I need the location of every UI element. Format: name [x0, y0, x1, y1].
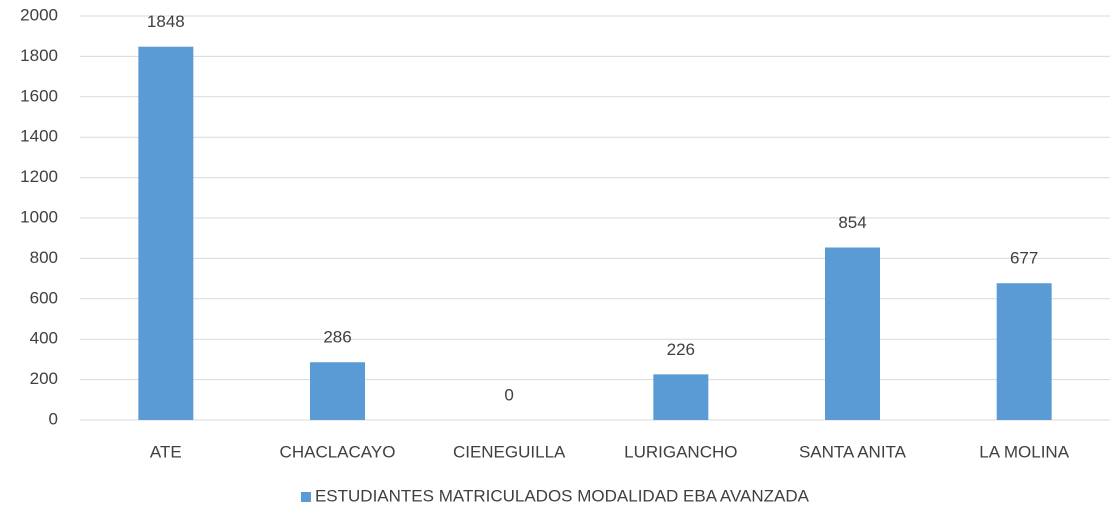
y-tick-label: 0 — [49, 409, 58, 428]
data-label: 677 — [1010, 249, 1038, 268]
x-tick-label: ATE — [150, 442, 182, 461]
data-label: 286 — [323, 328, 351, 347]
y-tick-label: 400 — [30, 329, 58, 348]
y-tick-label: 200 — [30, 369, 58, 388]
y-tick-label: 2000 — [20, 5, 58, 24]
data-label: 226 — [667, 340, 695, 359]
x-tick-label: CHACLACAYO — [280, 442, 396, 461]
y-tick-label: 1800 — [20, 46, 58, 65]
x-tick-label: LA MOLINA — [979, 442, 1069, 461]
bar — [825, 247, 880, 420]
data-label: 0 — [504, 385, 513, 404]
y-tick-label: 1600 — [20, 86, 58, 105]
y-tick-label: 800 — [30, 248, 58, 267]
y-tick-label: 1400 — [20, 127, 58, 146]
bar — [996, 283, 1052, 420]
y-tick-label: 1000 — [20, 207, 58, 226]
legend-swatch — [300, 492, 311, 502]
data-label: 1848 — [147, 12, 185, 31]
x-tick-label: CIENEGUILLA — [453, 442, 566, 461]
y-tick-label: 1200 — [20, 167, 58, 186]
bar — [138, 46, 194, 420]
data-label: 854 — [838, 213, 866, 232]
legend-label: ESTUDIANTES MATRICULADOS MODALIDAD EBA A… — [315, 486, 810, 505]
y-tick-label: 600 — [30, 288, 58, 307]
bar — [310, 362, 365, 420]
bar — [653, 374, 709, 420]
x-tick-label: SANTA ANITA — [799, 442, 907, 461]
x-tick-label: LURIGANCHO — [624, 442, 737, 461]
